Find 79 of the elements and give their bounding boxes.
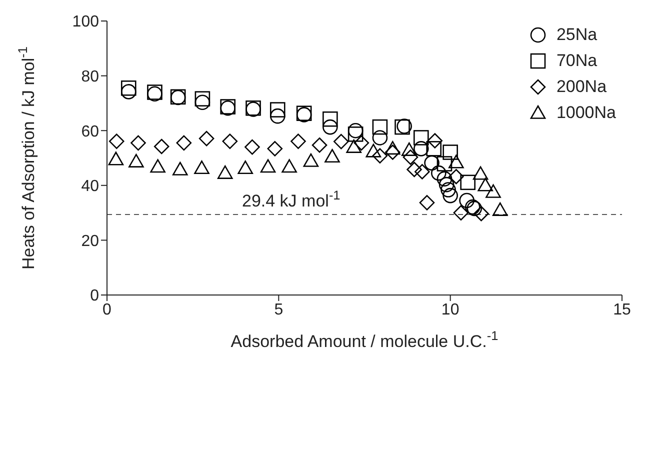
point xyxy=(282,159,297,173)
point xyxy=(270,108,286,124)
x-tick-label: 0 xyxy=(102,301,112,318)
point xyxy=(238,160,254,174)
point xyxy=(440,182,456,198)
point xyxy=(322,119,338,135)
x-tick-label: 10 xyxy=(441,301,460,318)
point xyxy=(194,160,210,174)
point xyxy=(150,159,166,173)
point xyxy=(128,154,144,168)
point xyxy=(442,188,458,204)
point xyxy=(270,102,286,118)
point xyxy=(426,141,442,156)
point xyxy=(431,165,446,181)
legend-label: 1000Na xyxy=(556,103,616,123)
point xyxy=(436,171,452,186)
point xyxy=(120,80,136,96)
point xyxy=(438,176,454,192)
point xyxy=(154,138,170,154)
point xyxy=(366,144,382,158)
point xyxy=(414,164,430,180)
point xyxy=(492,202,508,216)
point xyxy=(108,134,124,149)
point xyxy=(120,84,136,100)
point xyxy=(303,153,319,167)
point xyxy=(217,165,233,179)
point xyxy=(427,133,443,148)
y-tick-label: 20 xyxy=(81,232,100,250)
point xyxy=(372,148,388,164)
point xyxy=(198,130,214,146)
legend-label: 25Na xyxy=(556,25,598,45)
y-tick-label: 0 xyxy=(90,288,100,305)
point xyxy=(401,142,417,156)
y-tick-label: 100 xyxy=(72,14,100,31)
point xyxy=(244,139,260,155)
point xyxy=(424,155,440,171)
point xyxy=(448,154,464,168)
point xyxy=(414,130,429,146)
point xyxy=(194,94,210,110)
y-tick-label: 60 xyxy=(81,123,100,140)
point xyxy=(334,134,349,150)
x-tick-label: 5 xyxy=(274,301,284,318)
point xyxy=(472,166,488,180)
y-tick-label: 80 xyxy=(81,68,100,86)
point xyxy=(419,195,435,210)
point xyxy=(406,162,422,178)
point xyxy=(402,150,418,165)
point xyxy=(324,148,340,163)
point xyxy=(372,119,388,135)
point xyxy=(346,139,362,153)
point xyxy=(372,130,388,146)
legend-label: 70Na xyxy=(556,51,598,71)
point xyxy=(442,144,458,160)
point xyxy=(130,135,146,151)
ref-line-label: 29.4 kJ mol$^{-1}$ xyxy=(242,186,340,210)
point xyxy=(414,141,429,156)
point xyxy=(448,168,464,184)
point xyxy=(436,156,452,172)
point xyxy=(172,162,188,176)
point xyxy=(260,159,276,173)
point xyxy=(267,141,283,156)
y-tick-label: 40 xyxy=(81,178,100,196)
point xyxy=(322,111,338,127)
legend-label: 200Na xyxy=(556,77,607,97)
x-axis-title: Adsorbed Amount / molecule U.C.$^{-1}$ xyxy=(230,328,498,351)
point xyxy=(478,178,494,192)
point xyxy=(486,184,501,198)
point xyxy=(194,91,210,106)
point xyxy=(312,137,328,153)
point xyxy=(453,205,469,220)
point xyxy=(108,152,124,166)
point xyxy=(385,141,400,155)
point xyxy=(290,134,306,149)
point xyxy=(348,126,364,142)
point xyxy=(459,192,474,208)
point xyxy=(222,134,238,149)
x-tick-label: 15 xyxy=(613,301,631,318)
point xyxy=(460,174,476,190)
point xyxy=(176,135,192,151)
